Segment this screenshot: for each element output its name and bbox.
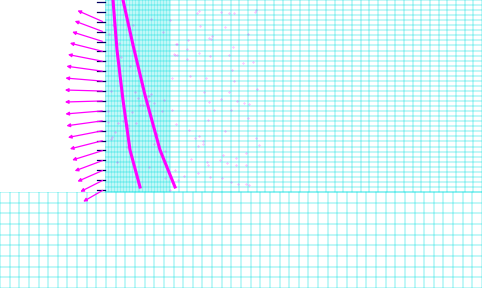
Bar xyxy=(0,0,105,192)
